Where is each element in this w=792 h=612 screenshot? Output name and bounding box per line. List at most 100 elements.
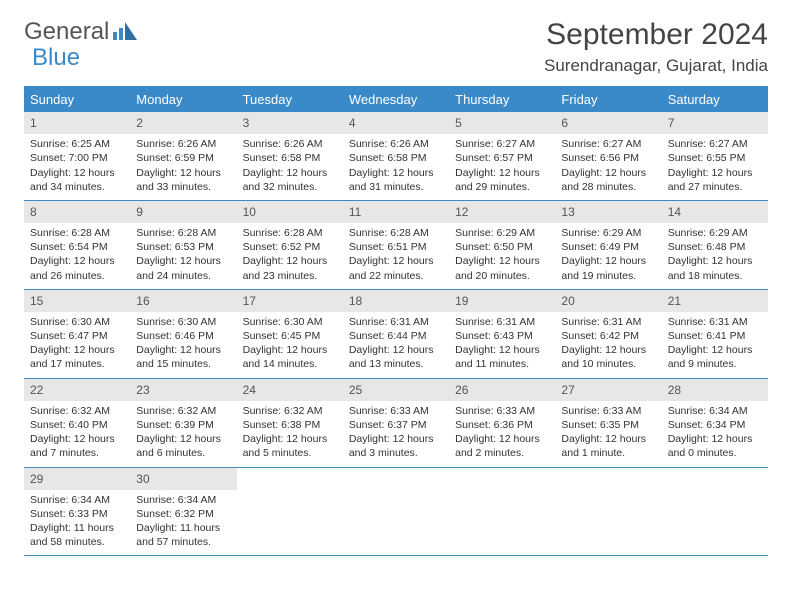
- day-info: Sunrise: 6:27 AMSunset: 6:55 PMDaylight:…: [662, 134, 768, 200]
- day-info: Sunrise: 6:34 AMSunset: 6:33 PMDaylight:…: [24, 490, 130, 556]
- day-cell: 20Sunrise: 6:31 AMSunset: 6:42 PMDayligh…: [555, 290, 661, 378]
- day-number: 26: [449, 379, 555, 401]
- sunrise-text: Sunrise: 6:26 AM: [136, 137, 230, 151]
- daylight-text: Daylight: 12 hours: [455, 432, 549, 446]
- daylight-text: and 10 minutes.: [561, 357, 655, 371]
- sunrise-text: Sunrise: 6:31 AM: [455, 315, 549, 329]
- day-number: 2: [130, 112, 236, 134]
- day-info: Sunrise: 6:26 AMSunset: 6:58 PMDaylight:…: [237, 134, 343, 200]
- day-number: 9: [130, 201, 236, 223]
- month-title: September 2024: [544, 18, 768, 52]
- daylight-text: Daylight: 12 hours: [243, 432, 337, 446]
- sunset-text: Sunset: 6:44 PM: [349, 329, 443, 343]
- sunset-text: Sunset: 6:57 PM: [455, 151, 549, 165]
- week-row: 22Sunrise: 6:32 AMSunset: 6:40 PMDayligh…: [24, 379, 768, 468]
- day-cell: 25Sunrise: 6:33 AMSunset: 6:37 PMDayligh…: [343, 379, 449, 467]
- sunrise-text: Sunrise: 6:33 AM: [455, 404, 549, 418]
- day-info: Sunrise: 6:29 AMSunset: 6:50 PMDaylight:…: [449, 223, 555, 289]
- daylight-text: and 7 minutes.: [30, 446, 124, 460]
- daylight-text: and 58 minutes.: [30, 535, 124, 549]
- sunset-text: Sunset: 6:43 PM: [455, 329, 549, 343]
- day-number: 14: [662, 201, 768, 223]
- sunset-text: Sunset: 6:35 PM: [561, 418, 655, 432]
- daylight-text: and 11 minutes.: [455, 357, 549, 371]
- day-info: Sunrise: 6:26 AMSunset: 6:59 PMDaylight:…: [130, 134, 236, 200]
- daylight-text: Daylight: 12 hours: [455, 343, 549, 357]
- brand-text-1: General: [24, 18, 109, 46]
- day-number: 22: [24, 379, 130, 401]
- daylight-text: and 22 minutes.: [349, 269, 443, 283]
- sunrise-text: Sunrise: 6:34 AM: [668, 404, 762, 418]
- sunrise-text: Sunrise: 6:25 AM: [30, 137, 124, 151]
- daylight-text: Daylight: 12 hours: [668, 432, 762, 446]
- sunset-text: Sunset: 6:49 PM: [561, 240, 655, 254]
- daylight-text: Daylight: 12 hours: [561, 343, 655, 357]
- week-row: 15Sunrise: 6:30 AMSunset: 6:47 PMDayligh…: [24, 290, 768, 379]
- sunset-text: Sunset: 6:41 PM: [668, 329, 762, 343]
- day-info: Sunrise: 6:33 AMSunset: 6:35 PMDaylight:…: [555, 401, 661, 467]
- day-cell: 1Sunrise: 6:25 AMSunset: 7:00 PMDaylight…: [24, 112, 130, 200]
- daylight-text: and 57 minutes.: [136, 535, 230, 549]
- day-info: Sunrise: 6:34 AMSunset: 6:34 PMDaylight:…: [662, 401, 768, 467]
- title-block: September 2024 Surendranagar, Gujarat, I…: [544, 18, 768, 76]
- sunrise-text: Sunrise: 6:30 AM: [30, 315, 124, 329]
- sunset-text: Sunset: 6:42 PM: [561, 329, 655, 343]
- day-number: 24: [237, 379, 343, 401]
- sunrise-text: Sunrise: 6:34 AM: [30, 493, 124, 507]
- daylight-text: Daylight: 12 hours: [136, 166, 230, 180]
- day-info: Sunrise: 6:26 AMSunset: 6:58 PMDaylight:…: [343, 134, 449, 200]
- daylight-text: and 24 minutes.: [136, 269, 230, 283]
- day-info: Sunrise: 6:28 AMSunset: 6:51 PMDaylight:…: [343, 223, 449, 289]
- day-number: 16: [130, 290, 236, 312]
- day-number: 13: [555, 201, 661, 223]
- day-info: Sunrise: 6:28 AMSunset: 6:52 PMDaylight:…: [237, 223, 343, 289]
- dayname-monday: Monday: [130, 87, 236, 112]
- day-number: 5: [449, 112, 555, 134]
- daylight-text: and 9 minutes.: [668, 357, 762, 371]
- sunrise-text: Sunrise: 6:31 AM: [668, 315, 762, 329]
- brand-logo: General: [24, 18, 141, 46]
- daylight-text: Daylight: 12 hours: [243, 254, 337, 268]
- daylight-text: Daylight: 12 hours: [668, 254, 762, 268]
- sunset-text: Sunset: 6:54 PM: [30, 240, 124, 254]
- sunset-text: Sunset: 6:46 PM: [136, 329, 230, 343]
- day-cell: 27Sunrise: 6:33 AMSunset: 6:35 PMDayligh…: [555, 379, 661, 467]
- sunset-text: Sunset: 7:00 PM: [30, 151, 124, 165]
- daylight-text: and 1 minute.: [561, 446, 655, 460]
- sunset-text: Sunset: 6:45 PM: [243, 329, 337, 343]
- day-cell: [237, 468, 343, 556]
- day-info: Sunrise: 6:31 AMSunset: 6:41 PMDaylight:…: [662, 312, 768, 378]
- daylight-text: and 29 minutes.: [455, 180, 549, 194]
- sunset-text: Sunset: 6:58 PM: [243, 151, 337, 165]
- daylight-text: and 17 minutes.: [30, 357, 124, 371]
- daylight-text: and 20 minutes.: [455, 269, 549, 283]
- day-cell: 3Sunrise: 6:26 AMSunset: 6:58 PMDaylight…: [237, 112, 343, 200]
- sunrise-text: Sunrise: 6:31 AM: [349, 315, 443, 329]
- sunset-text: Sunset: 6:58 PM: [349, 151, 443, 165]
- sunset-text: Sunset: 6:39 PM: [136, 418, 230, 432]
- sunset-text: Sunset: 6:36 PM: [455, 418, 549, 432]
- daylight-text: Daylight: 12 hours: [243, 343, 337, 357]
- day-info: Sunrise: 6:30 AMSunset: 6:45 PMDaylight:…: [237, 312, 343, 378]
- day-number: 28: [662, 379, 768, 401]
- day-number: 27: [555, 379, 661, 401]
- daylight-text: Daylight: 12 hours: [349, 166, 443, 180]
- day-info: Sunrise: 6:27 AMSunset: 6:56 PMDaylight:…: [555, 134, 661, 200]
- dayname-wednesday: Wednesday: [343, 87, 449, 112]
- day-cell: 19Sunrise: 6:31 AMSunset: 6:43 PMDayligh…: [449, 290, 555, 378]
- day-cell: [449, 468, 555, 556]
- sunrise-text: Sunrise: 6:26 AM: [349, 137, 443, 151]
- day-number: 15: [24, 290, 130, 312]
- day-cell: 7Sunrise: 6:27 AMSunset: 6:55 PMDaylight…: [662, 112, 768, 200]
- daylight-text: and 2 minutes.: [455, 446, 549, 460]
- day-cell: 30Sunrise: 6:34 AMSunset: 6:32 PMDayligh…: [130, 468, 236, 556]
- daylight-text: Daylight: 12 hours: [349, 432, 443, 446]
- day-info: Sunrise: 6:32 AMSunset: 6:40 PMDaylight:…: [24, 401, 130, 467]
- sunset-text: Sunset: 6:53 PM: [136, 240, 230, 254]
- day-info: Sunrise: 6:31 AMSunset: 6:44 PMDaylight:…: [343, 312, 449, 378]
- daylight-text: and 19 minutes.: [561, 269, 655, 283]
- day-cell: 28Sunrise: 6:34 AMSunset: 6:34 PMDayligh…: [662, 379, 768, 467]
- daylight-text: and 5 minutes.: [243, 446, 337, 460]
- day-cell: 10Sunrise: 6:28 AMSunset: 6:52 PMDayligh…: [237, 201, 343, 289]
- day-number: 6: [555, 112, 661, 134]
